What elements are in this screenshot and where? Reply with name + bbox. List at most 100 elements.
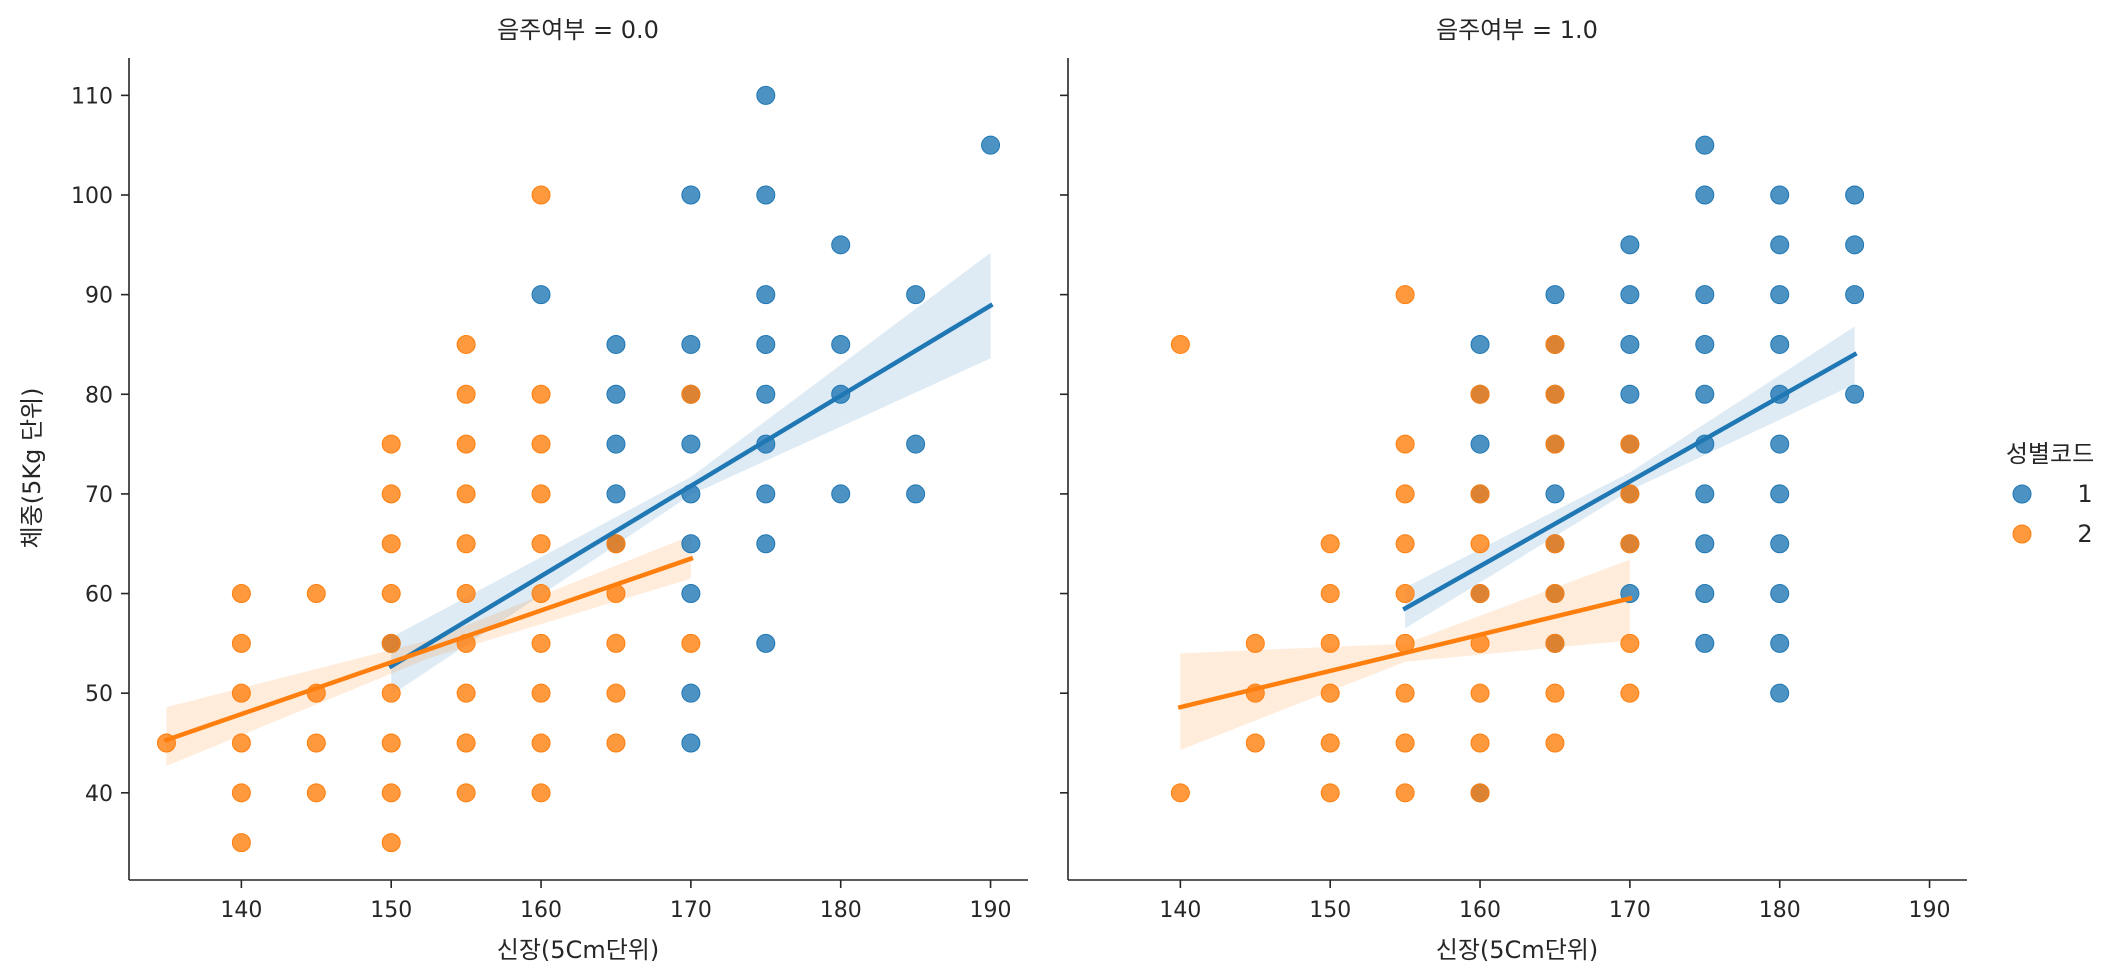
scatter-point-series-2 xyxy=(1545,584,1565,604)
axes: 140 150 160 170 180 190 40 50 60 70 80 90 100 110 xyxy=(71,58,1028,923)
facet-panel-drinking-0: 음주여부 = 0.0 140 150 160 170 180 190 40 50 60 70 80 9… xyxy=(18,16,1028,964)
scatter-point-series-1 xyxy=(681,733,701,753)
scatter-point-series-2 xyxy=(1395,534,1415,554)
scatter-point-series-2 xyxy=(1320,633,1340,653)
scatter-point-series-1 xyxy=(1695,584,1715,604)
scatter-point-series-2 xyxy=(531,534,551,554)
scatter-point-series-2 xyxy=(531,633,551,653)
y-tick-label: 100 xyxy=(71,184,113,209)
x-tick-label: 160 xyxy=(1459,898,1501,923)
y-tick-label: 80 xyxy=(85,383,113,408)
scatter-point-series-1 xyxy=(981,135,1001,155)
scatter-point-series-2 xyxy=(1545,633,1565,653)
scatter-point-series-2 xyxy=(381,484,401,504)
scatter-point-series-2 xyxy=(606,733,626,753)
scatter-point-series-2 xyxy=(231,633,251,653)
scatter-point-series-1 xyxy=(1470,434,1490,454)
scatter-point-series-2 xyxy=(531,484,551,504)
scatter-point-series-1 xyxy=(1620,285,1640,305)
scatter-point-series-1 xyxy=(1620,334,1640,354)
scatter-point-series-2 xyxy=(1170,783,1190,803)
scatter-point-series-2 xyxy=(1470,733,1490,753)
scatter-point-series-2 xyxy=(606,633,626,653)
scatter-point-series-2 xyxy=(1545,733,1565,753)
scatter-point-series-2 xyxy=(531,733,551,753)
scatter-point-series-1 xyxy=(1770,484,1790,504)
scatter-point-series-2 xyxy=(456,434,476,454)
scatter-point-series-1 xyxy=(756,534,776,554)
scatter-point-series-1 xyxy=(681,334,701,354)
scatter-point-series-2 xyxy=(456,783,476,803)
scatter-point-series-1 xyxy=(1770,334,1790,354)
x-tick-label: 140 xyxy=(220,898,262,923)
scatter-point-series-2 xyxy=(1395,285,1415,305)
scatter-point-series-1 xyxy=(681,185,701,205)
scatter-point-series-2 xyxy=(381,683,401,703)
confidence-bands xyxy=(166,252,991,766)
scatter-point-series-2 xyxy=(231,584,251,604)
regression-line-series-1 xyxy=(388,302,994,670)
y-axis-label: 체중(5Kg 단위) xyxy=(18,388,46,549)
scatter-point-series-2 xyxy=(531,683,551,703)
scatter-point-series-1 xyxy=(831,334,851,354)
scatter-point-series-2 xyxy=(1545,384,1565,404)
scatter-point-series-2 xyxy=(456,334,476,354)
scatter-point-series-2 xyxy=(231,833,251,853)
scatter-point-series-2 xyxy=(1320,584,1340,604)
scatter-point-series-1 xyxy=(1770,633,1790,653)
scatter-point-series-2 xyxy=(381,584,401,604)
scatter-point-series-1 xyxy=(1770,683,1790,703)
x-tick-label: 190 xyxy=(970,898,1012,923)
scatter-point-series-1 xyxy=(831,484,851,504)
scatter-point-series-2 xyxy=(1620,434,1640,454)
scatter-point-series-1 xyxy=(681,683,701,703)
scatter-point-series-2 xyxy=(1470,783,1490,803)
y-tick-label: 70 xyxy=(85,483,113,508)
legend-item: 2 xyxy=(2012,520,2093,548)
scatter-point-series-2 xyxy=(381,783,401,803)
scatter-points xyxy=(156,85,1001,853)
scatter-point-series-2 xyxy=(1470,683,1490,703)
scatter-point-series-2 xyxy=(531,584,551,604)
x-axis-label: 신장(5Cm단위) xyxy=(497,936,659,964)
scatter-point-series-2 xyxy=(1470,484,1490,504)
scatter-point-series-1 xyxy=(756,285,776,305)
x-tick-label: 150 xyxy=(1309,898,1351,923)
scatter-point-series-2 xyxy=(1245,733,1265,753)
scatter-point-series-1 xyxy=(1770,285,1790,305)
regression-lines xyxy=(163,302,994,743)
scatter-point-series-1 xyxy=(756,384,776,404)
scatter-point-series-1 xyxy=(681,434,701,454)
scatter-point-series-2 xyxy=(1320,683,1340,703)
scatter-point-series-1 xyxy=(1770,434,1790,454)
scatter-point-series-1 xyxy=(1695,384,1715,404)
scatter-point-series-2 xyxy=(231,683,251,703)
x-tick-label: 190 xyxy=(1909,898,1951,923)
scatter-point-series-1 xyxy=(1470,334,1490,354)
scatter-point-series-1 xyxy=(1620,235,1640,255)
scatter-point-series-2 xyxy=(306,584,326,604)
scatter-point-series-1 xyxy=(1845,384,1865,404)
x-axis-label: 신장(5Cm단위) xyxy=(1436,936,1598,964)
legend: 성별코드 1 2 xyxy=(2006,440,2094,548)
scatter-point-series-2 xyxy=(456,584,476,604)
scatter-point-series-1 xyxy=(1695,135,1715,155)
y-tick-label: 110 xyxy=(71,84,113,109)
scatter-point-series-2 xyxy=(381,733,401,753)
legend-item: 1 xyxy=(2012,480,2093,508)
scatter-point-series-1 xyxy=(1620,384,1640,404)
scatter-point-series-1 xyxy=(756,185,776,205)
scatter-point-series-2 xyxy=(1470,534,1490,554)
scatter-point-series-2 xyxy=(456,384,476,404)
scatter-point-series-2 xyxy=(681,633,701,653)
scatter-point-series-2 xyxy=(1620,683,1640,703)
scatter-point-series-2 xyxy=(1395,484,1415,504)
scatter-point-series-2 xyxy=(681,384,701,404)
scatter-point-series-2 xyxy=(531,434,551,454)
x-tick-label: 180 xyxy=(1759,898,1801,923)
scatter-point-series-1 xyxy=(1770,534,1790,554)
scatter-point-series-2 xyxy=(456,484,476,504)
scatter-point-series-2 xyxy=(531,384,551,404)
confidence-bands xyxy=(1180,326,1855,750)
scatter-point-series-2 xyxy=(1395,434,1415,454)
